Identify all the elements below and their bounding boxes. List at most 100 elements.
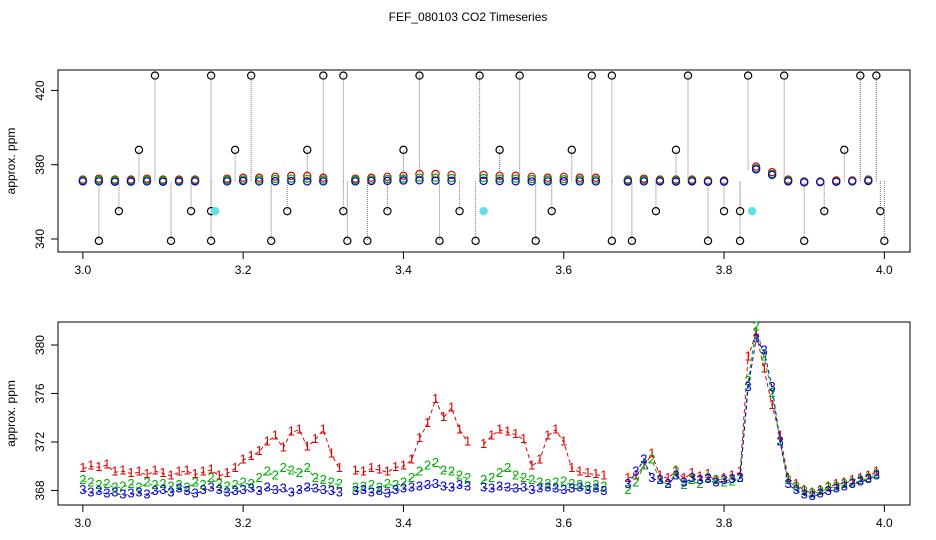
plot-frame xyxy=(57,321,911,506)
point-symbol: 3 xyxy=(809,488,816,503)
point-symbol: 3 xyxy=(191,486,198,501)
point xyxy=(703,236,713,246)
point-symbol: 1 xyxy=(368,460,375,475)
point-symbol: 1 xyxy=(304,438,311,453)
x-tick-label: 3.0 xyxy=(75,263,92,277)
point-symbol: 2 xyxy=(480,472,487,487)
point xyxy=(800,236,809,246)
point-symbol: 1 xyxy=(151,463,158,478)
point-symbol: 1 xyxy=(688,465,695,480)
point-symbol: 1 xyxy=(752,324,759,339)
point xyxy=(751,165,761,174)
point-symbol: 1 xyxy=(272,427,279,442)
point xyxy=(166,236,176,246)
point-symbol: 2 xyxy=(712,472,719,487)
point-symbol: 2 xyxy=(135,479,142,494)
point-symbol: 1 xyxy=(352,463,359,478)
point-symbol: 2 xyxy=(432,455,439,470)
point-symbol: 2 xyxy=(576,477,583,492)
point-symbol: 3 xyxy=(280,481,287,496)
point-symbol: 3 xyxy=(304,479,311,494)
point-symbol: 2 xyxy=(440,463,447,478)
point-symbol: 3 xyxy=(712,475,719,490)
figure-title: FEF_080103 CO2 Timeseries xyxy=(389,10,548,24)
point-symbol: 1 xyxy=(640,458,647,473)
point-symbol: 1 xyxy=(288,424,295,439)
point xyxy=(206,236,216,246)
point-symbol: 1 xyxy=(135,464,142,479)
point-symbol: 1 xyxy=(552,421,559,436)
point-symbol: 3 xyxy=(328,483,335,498)
point-symbol: 3 xyxy=(744,379,751,394)
point-symbol: 3 xyxy=(352,483,359,498)
point-symbol: 3 xyxy=(536,481,543,496)
point-symbol: 1 xyxy=(656,467,663,482)
point-symbol: 2 xyxy=(272,467,279,482)
point xyxy=(114,206,124,216)
point-symbol: 1 xyxy=(600,467,607,482)
point-symbol: 3 xyxy=(288,484,295,499)
point-symbol: 2 xyxy=(95,477,102,492)
point-symbol: 2 xyxy=(648,452,655,467)
point-symbol: 1 xyxy=(801,482,808,497)
point-symbol: 1 xyxy=(817,482,824,497)
point-symbol: 2 xyxy=(400,475,407,490)
point-symbol: 1 xyxy=(704,466,711,481)
point-symbol: 3 xyxy=(624,476,631,491)
point xyxy=(431,173,440,182)
point-symbol: 2 xyxy=(584,478,591,493)
point-symbol: 1 xyxy=(568,460,575,475)
point-symbol: 2 xyxy=(207,470,214,485)
point-symbol: 2 xyxy=(408,470,415,485)
point-symbol: 2 xyxy=(456,467,463,482)
point-symbol: 2 xyxy=(328,475,335,490)
point-symbol: 1 xyxy=(769,397,776,412)
point-symbol: 2 xyxy=(849,475,856,490)
point xyxy=(671,145,681,155)
point xyxy=(840,145,849,155)
point xyxy=(479,170,488,180)
point-symbol: 2 xyxy=(416,464,423,479)
point-symbol: 1 xyxy=(873,464,880,479)
y-tick-label: 376 xyxy=(33,383,47,403)
point-symbol: 1 xyxy=(103,456,110,471)
point-symbol: 3 xyxy=(600,483,607,498)
point-symbol: 1 xyxy=(248,448,255,463)
point-symbol: 2 xyxy=(424,458,431,473)
point-symbol: 2 xyxy=(224,478,231,493)
point-symbol: 3 xyxy=(408,479,415,494)
point-symbol: 1 xyxy=(312,431,319,446)
point-symbol: 3 xyxy=(199,482,206,497)
point-symbol: 3 xyxy=(207,479,214,494)
point-symbol: 2 xyxy=(640,458,647,473)
point-symbol: 3 xyxy=(376,483,383,498)
point-symbol: 3 xyxy=(817,486,824,501)
point-symbol: 3 xyxy=(576,479,583,494)
point xyxy=(607,236,617,246)
plot-frame xyxy=(57,69,911,253)
point-symbol: 2 xyxy=(560,473,567,488)
point xyxy=(767,170,777,180)
point-symbol: 2 xyxy=(552,475,559,490)
point-symbol: 2 xyxy=(256,470,263,485)
point-symbol: 3 xyxy=(456,477,463,492)
point-symbol: 3 xyxy=(480,479,487,494)
point xyxy=(246,71,256,80)
point xyxy=(339,71,348,80)
point-symbol: 3 xyxy=(151,483,158,498)
point-symbol: 2 xyxy=(536,475,543,490)
point-symbol: 1 xyxy=(207,461,214,476)
point-symbol: 2 xyxy=(568,476,575,491)
point-symbol: 3 xyxy=(416,478,423,493)
point xyxy=(447,176,456,186)
point xyxy=(779,71,789,80)
point-symbol: 1 xyxy=(728,467,735,482)
point-symbol: 1 xyxy=(584,465,591,480)
point-symbol: 3 xyxy=(512,481,519,496)
point-symbol: 2 xyxy=(312,470,319,485)
point-symbol: 2 xyxy=(817,483,824,498)
point xyxy=(230,145,240,155)
point-symbol: 1 xyxy=(865,467,872,482)
point-symbol: 2 xyxy=(248,476,255,491)
point-symbol: 1 xyxy=(199,464,206,479)
